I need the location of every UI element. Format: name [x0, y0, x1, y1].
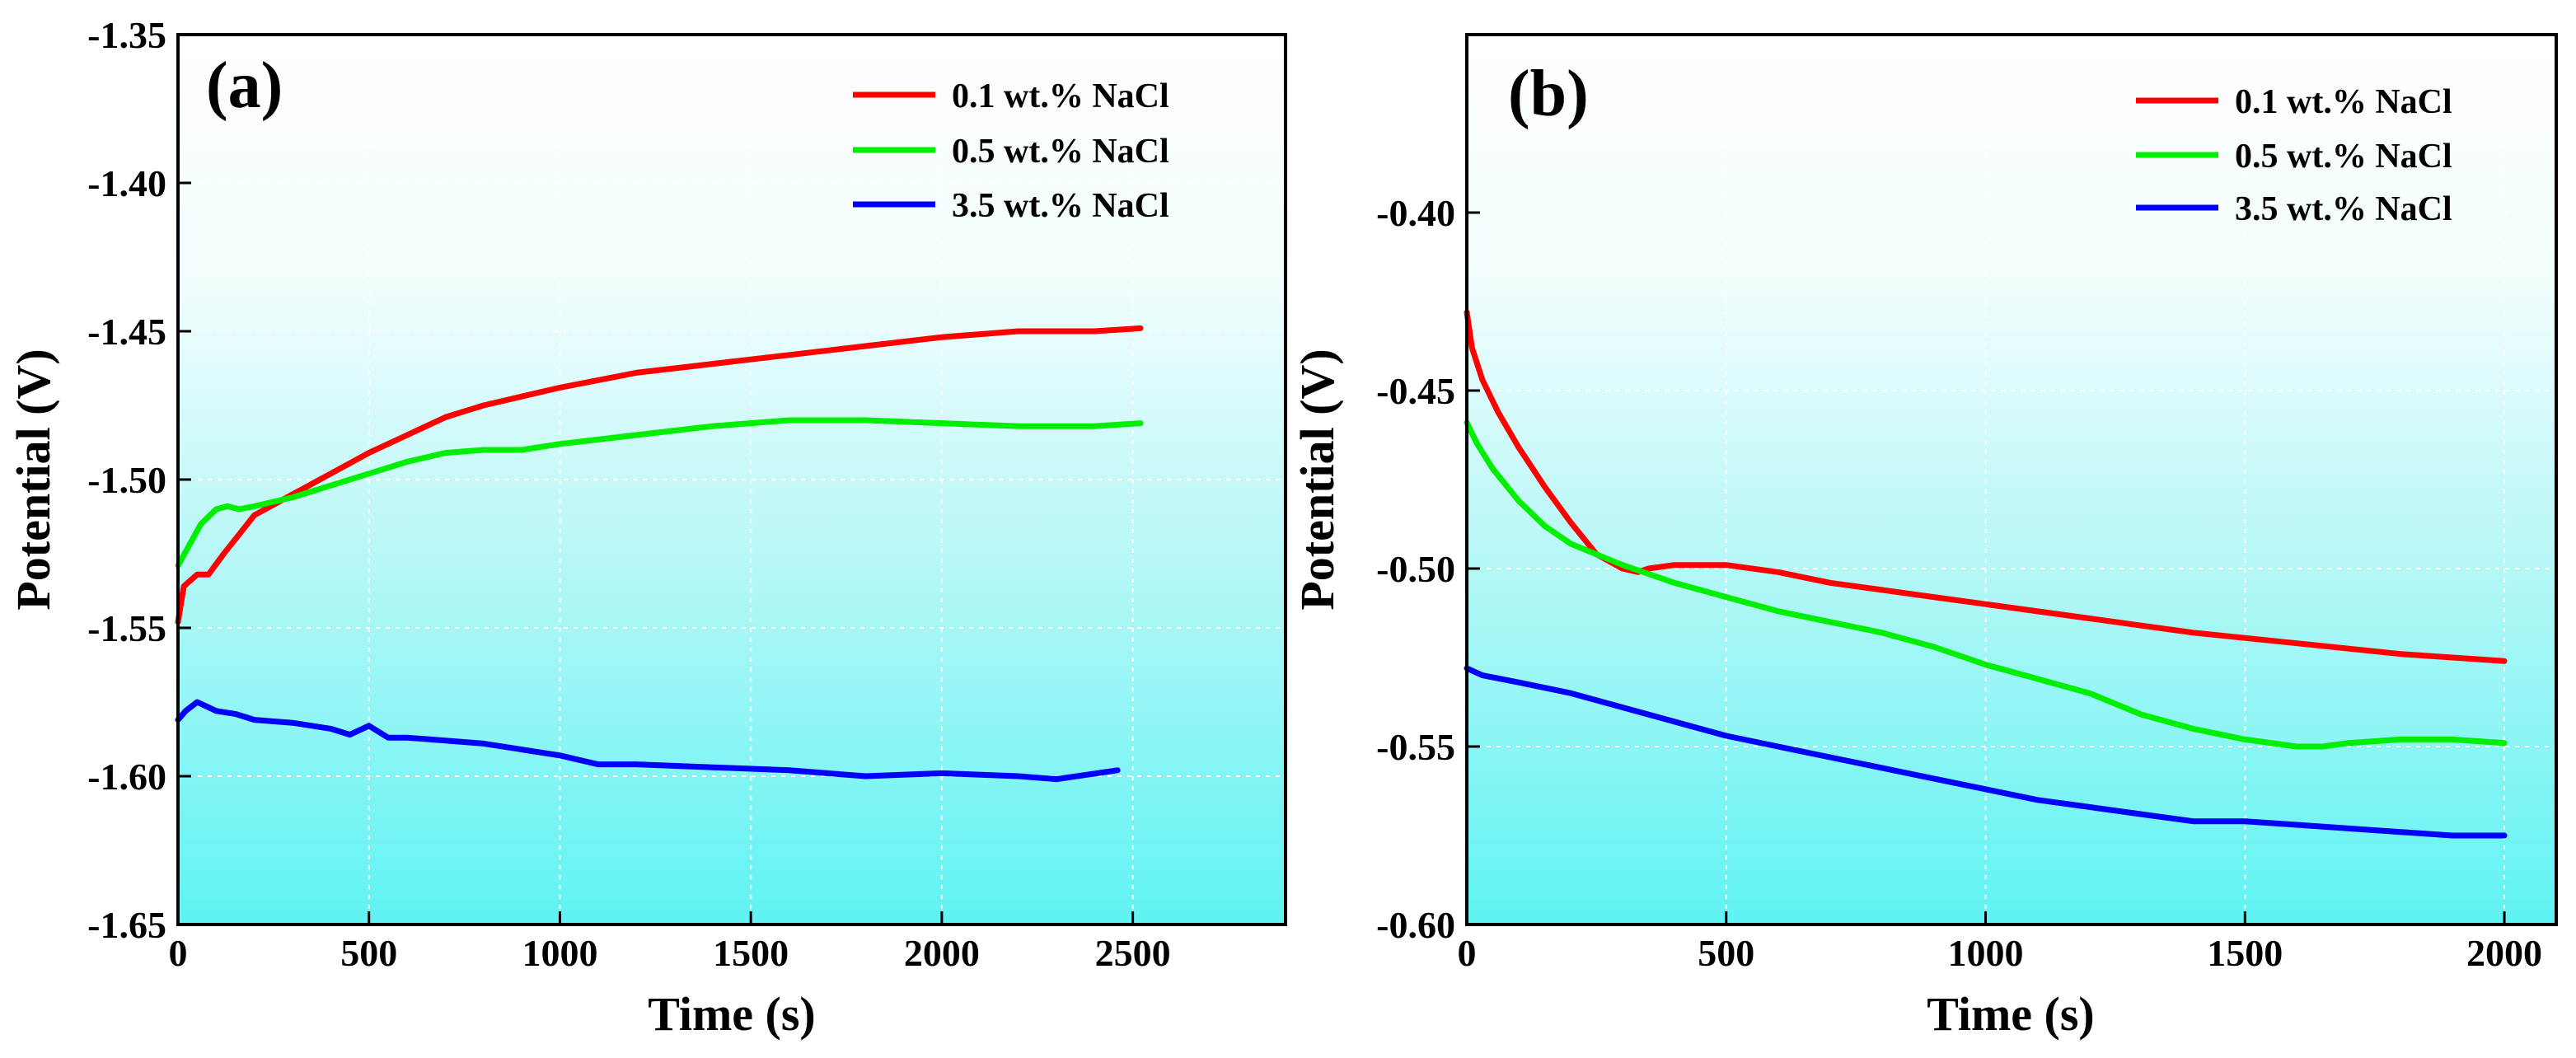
series-line-b-1 — [1464, 419, 2508, 750]
series-line-a-1 — [175, 417, 1144, 569]
y-axis-label-b: Potential (V) — [1290, 349, 1344, 610]
y-tick-label-a-5: -1.40 — [87, 162, 166, 204]
y-tick-label-a-1: -1.60 — [87, 756, 166, 798]
x-tick-label-a-3: 1500 — [713, 932, 789, 974]
legend-label-a-0: 0.1 wt.% NaCl — [952, 77, 1169, 115]
legend-label-a-1: 0.5 wt.% NaCl — [952, 133, 1169, 171]
x-tick-label-b-0: 0 — [1458, 932, 1477, 974]
panel-b: 0 500 1000 1500 2000 -0.60 -0.55 -0.50 -0.45 -0.4… — [1290, 33, 2558, 1041]
legend-label-a-2: 3.5 wt.% NaCl — [952, 187, 1169, 225]
series-b — [1464, 309, 2508, 839]
x-axis-label-b: Time (s) — [1927, 987, 2095, 1041]
x-tick-label-a-1: 500 — [340, 932, 397, 974]
panel-a: 0 500 1000 1500 2000 2500 -1.65 -1.60 -1.55 -1.50… — [7, 14, 1287, 1041]
y-tick-label-b-3: -0.45 — [1376, 370, 1455, 412]
y-tick-label-b-1: -0.55 — [1376, 726, 1455, 768]
legend-label-b-1: 0.5 wt.% NaCl — [2235, 138, 2452, 176]
legend-label-b-0: 0.1 wt.% NaCl — [2235, 83, 2452, 121]
series-line-b-2 — [1464, 665, 2508, 839]
y-tick-label-a-4: -1.45 — [87, 311, 166, 353]
y-tick-label-a-0: -1.65 — [87, 904, 166, 946]
x-axis-label-a: Time (s) — [648, 987, 816, 1041]
plot-area-b — [1467, 35, 2556, 925]
x-tick-label-b-3: 1500 — [2207, 932, 2283, 974]
y-tick-label-a-6: -1.35 — [87, 14, 166, 56]
x-tick-label-b-2: 1000 — [1948, 932, 2024, 974]
x-tick-label-b-4: 2000 — [2466, 932, 2542, 974]
x-tick-label-b-1: 500 — [1698, 932, 1754, 974]
legend-label-b-2: 3.5 wt.% NaCl — [2235, 190, 2452, 228]
series-line-a-2 — [175, 699, 1121, 783]
x-tick-label-a-5: 2500 — [1095, 932, 1171, 974]
grid-b — [1467, 35, 2556, 925]
y-tick-label-b-0: -0.60 — [1376, 904, 1455, 946]
ticks-b: 0 500 1000 1500 2000 -0.60 -0.55 -0.50 -0.45 -0.4… — [1376, 192, 2542, 974]
series-line-b-0 — [1464, 309, 2508, 664]
y-axis-label-a: Potential (V) — [7, 349, 60, 610]
y-tick-label-b-4: -0.40 — [1376, 192, 1455, 234]
series-line-a-0 — [175, 325, 1144, 625]
plot-frame-b — [1465, 33, 2558, 926]
panel-tag-a: (a) — [206, 49, 283, 122]
x-tick-label-a-4: 2000 — [904, 932, 980, 974]
panel-tag-b: (b) — [1508, 58, 1589, 130]
grid-a — [178, 35, 1286, 925]
series-a — [175, 325, 1144, 783]
y-tick-label-b-2: -0.50 — [1376, 548, 1455, 590]
x-tick-label-a-0: 0 — [169, 932, 188, 974]
legend-a: 0.1 wt.% NaCl 0.5 wt.% NaCl 3.5 wt.% NaC… — [853, 77, 1169, 225]
x-tick-label-a-2: 1000 — [522, 932, 597, 974]
legend-b: 0.1 wt.% NaCl 0.5 wt.% NaCl 3.5 wt.% NaC… — [2136, 83, 2452, 228]
y-tick-label-a-3: -1.50 — [87, 459, 166, 501]
ticks-a: 0 500 1000 1500 2000 2500 -1.65 -1.60 -1.55 -1.50… — [87, 14, 1170, 974]
y-tick-label-a-2: -1.55 — [87, 607, 166, 649]
